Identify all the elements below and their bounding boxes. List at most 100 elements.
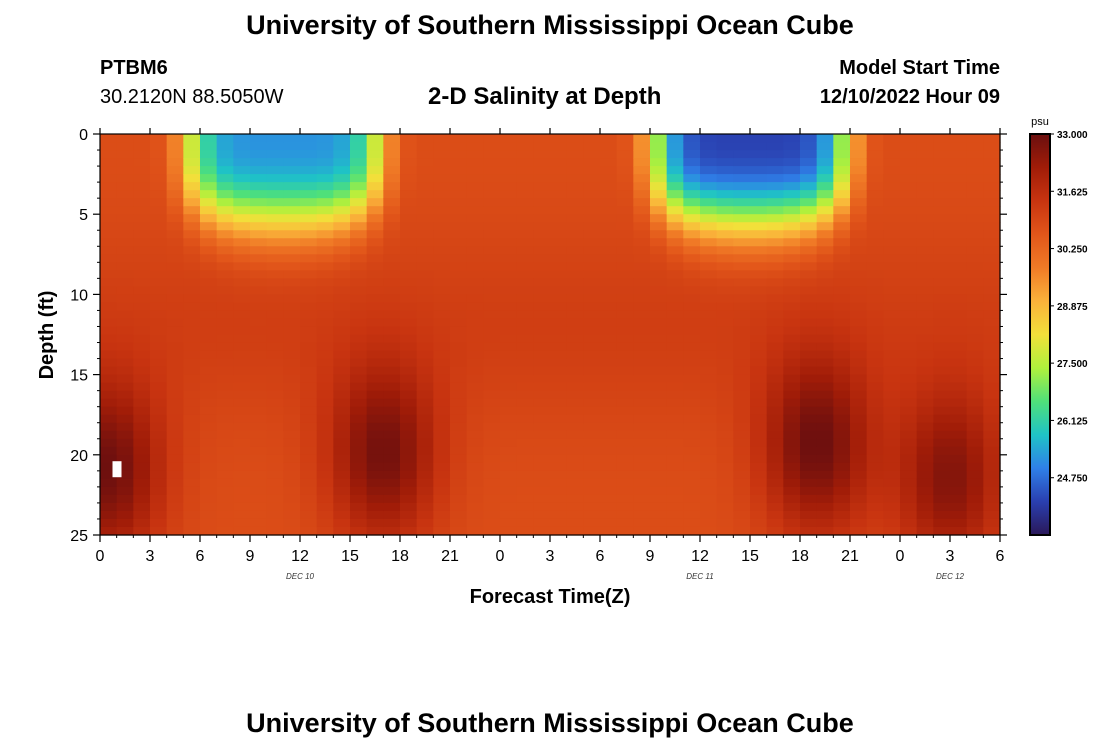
heatmap-cell [166, 526, 184, 536]
heatmap-cell [116, 414, 134, 424]
heatmap-cell [416, 134, 434, 143]
heatmap-cell [633, 526, 651, 536]
heatmap-cell [466, 302, 484, 312]
heatmap-cell [266, 374, 284, 384]
heatmap-cell [750, 462, 768, 472]
heatmap-cell [633, 214, 651, 223]
heatmap-cell [466, 438, 484, 448]
heatmap-cell [316, 158, 334, 167]
heatmap-cell [733, 174, 751, 183]
heatmap-cell [766, 430, 784, 440]
heatmap-cell [183, 414, 201, 424]
heatmap-cell [283, 478, 301, 488]
heatmap-cell [366, 294, 384, 304]
heatmap-cell [516, 230, 534, 239]
model-start-label: Model Start Time [839, 57, 1000, 79]
heatmap-cell [983, 182, 1001, 191]
heatmap-cell [900, 350, 918, 360]
heatmap-cell [750, 262, 768, 271]
heatmap-cell [300, 238, 318, 247]
heatmap-cell [966, 198, 984, 207]
heatmap-cell [650, 438, 668, 448]
heatmap-cell [616, 470, 634, 480]
heatmap-cell [300, 478, 318, 488]
heatmap-cell [516, 462, 534, 472]
heatmap-cell [366, 470, 384, 480]
heatmap-cell [450, 254, 468, 263]
heatmap-cell [583, 430, 601, 440]
heatmap-cell [716, 526, 734, 536]
heatmap-cell [400, 222, 418, 231]
heatmap-cell [716, 382, 734, 392]
heatmap-cell [416, 438, 434, 448]
heatmap-cell [866, 526, 884, 536]
heatmap-cell [900, 230, 918, 239]
heatmap-cell [183, 230, 201, 239]
heatmap-cell [150, 494, 168, 504]
heatmap-cell [350, 502, 368, 512]
heatmap-cell [216, 462, 234, 472]
heatmap-cell [933, 446, 951, 456]
heatmap-cell [966, 142, 984, 151]
heatmap-cell [183, 302, 201, 312]
heatmap-cell [483, 398, 501, 408]
heatmap-cell [916, 414, 934, 424]
heatmap-cell [450, 174, 468, 183]
heatmap-cell [550, 502, 568, 512]
heatmap-cell [850, 174, 868, 183]
heatmap-cell [450, 390, 468, 400]
heatmap-cell [116, 294, 134, 304]
heatmap-cell [216, 494, 234, 504]
heatmap-cell [400, 398, 418, 408]
heatmap-cell [666, 462, 684, 472]
heatmap-cell [716, 302, 734, 312]
heatmap-cell [533, 254, 551, 263]
heatmap-cell [583, 334, 601, 344]
heatmap-cell [683, 374, 701, 384]
heatmap-cell [783, 206, 801, 215]
heatmap-cell [283, 382, 301, 392]
heatmap-cell [750, 134, 768, 143]
heatmap-cell [683, 414, 701, 424]
heatmap-cell [216, 438, 234, 448]
heatmap-cell [966, 406, 984, 416]
heatmap-cell [383, 190, 401, 199]
heatmap-cell [300, 222, 318, 231]
heatmap-cell [983, 486, 1001, 496]
heatmap-cell [733, 246, 751, 255]
heatmap-cell [650, 150, 668, 159]
heatmap-cell [300, 166, 318, 175]
heatmap-cell [500, 302, 518, 312]
heatmap-cell [350, 422, 368, 432]
heatmap-cell [950, 142, 968, 151]
heatmap-cell [650, 382, 668, 392]
heatmap-cell [566, 486, 584, 496]
heatmap-cell [700, 422, 718, 432]
heatmap-cell [650, 374, 668, 384]
heatmap-cell [866, 238, 884, 247]
heatmap-cell [433, 278, 451, 287]
heatmap-cell [750, 454, 768, 464]
heatmap-cell [866, 190, 884, 199]
heatmap-cell [533, 318, 551, 328]
heatmap-cell [900, 182, 918, 191]
heatmap-cell [116, 502, 134, 512]
heatmap-cell [416, 254, 434, 263]
heatmap-cell [133, 494, 151, 504]
heatmap-cell [650, 486, 668, 496]
heatmap-cell [400, 134, 418, 143]
heatmap-cell [116, 382, 134, 392]
x-tick-label: 18 [791, 548, 809, 565]
heatmap-cell [766, 278, 784, 287]
heatmap-cell [533, 438, 551, 448]
heatmap-cell [983, 310, 1001, 320]
heatmap-cell [950, 334, 968, 344]
heatmap-cell [500, 262, 518, 271]
heatmap-cell [666, 222, 684, 231]
heatmap-cell [283, 518, 301, 528]
heatmap-cell [850, 406, 868, 416]
heatmap-cell [250, 438, 268, 448]
heatmap-cell [166, 430, 184, 440]
heatmap-cell [766, 262, 784, 271]
heatmap-cell [200, 438, 218, 448]
